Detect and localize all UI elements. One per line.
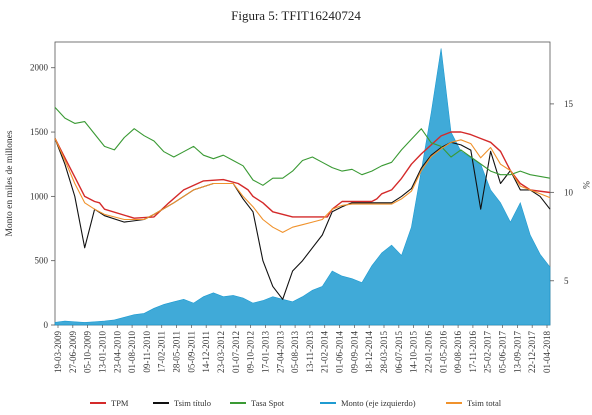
x-tick-label: 17-11-2016: [468, 331, 478, 373]
x-tick-label: 25-02-2017: [483, 331, 493, 373]
x-tick-label: 09-10-2012: [246, 331, 256, 373]
x-tick-label: 22-12-2017: [527, 331, 537, 373]
right-tick-label: 15: [564, 99, 574, 109]
x-tick-label: 23-03-2012: [216, 331, 226, 373]
x-tick-label: 13-01-2010: [97, 331, 107, 373]
x-tick-label: 06-07-2015: [394, 331, 404, 373]
figure-title: Figura 5: TFIT16240724: [231, 8, 361, 23]
y-axis-left-title: Monto en miles de millones: [5, 130, 15, 236]
x-tick-label: 09-11-2010: [142, 331, 152, 373]
x-tick-label: 05-09-2011: [186, 331, 196, 373]
legend-label: TPM: [111, 398, 129, 408]
x-tick-label: 23-04-2010: [112, 331, 122, 373]
x-tick-label: 28-03-2015: [379, 331, 389, 373]
left-tick-label: 1500: [30, 127, 49, 137]
legend-label: Tsim título: [174, 398, 211, 408]
series-line-tasa-spot: [54, 107, 551, 186]
x-tick-label: 14-10-2015: [409, 331, 419, 373]
right-tick-label: 10: [564, 187, 574, 197]
x-tick-label: 17-02-2011: [157, 331, 167, 373]
x-tick-label: 18-12-2014: [364, 331, 374, 373]
x-tick-label: 13-09-2017: [512, 331, 522, 373]
x-tick-label: 09-08-2016: [453, 331, 463, 373]
x-tick-label: 01-08-2010: [127, 331, 137, 373]
x-tick-label: 05-10-2009: [83, 331, 93, 373]
x-tick-label: 01-05-2016: [438, 331, 448, 373]
x-tick-label: 13-11-2013: [305, 331, 315, 373]
x-tick-label: 19-03-2009: [53, 331, 63, 373]
x-tick-label: 21-02-2014: [320, 331, 330, 373]
left-tick-label: 1000: [30, 191, 49, 201]
x-tick-label: 14-12-2011: [201, 331, 211, 373]
x-tick-label: 05-08-2013: [290, 331, 300, 373]
x-tick-label: 09-09-2014: [349, 331, 359, 373]
legend-label: Monto (eje izquierdo): [341, 398, 416, 408]
x-tick-label: 01-07-2012: [231, 331, 241, 373]
x-tick-label: 01-06-2014: [335, 331, 345, 373]
left-tick-label: 0: [44, 320, 49, 330]
legend-label: Tasa Spot: [251, 398, 285, 408]
y-axis-right-title: %: [580, 181, 590, 189]
series-line-tsim-total: [54, 138, 551, 233]
x-tick-label: 27-04-2013: [275, 331, 285, 373]
legend-label: Tsim total: [467, 398, 502, 408]
x-tick-label: 17-01-2013: [260, 331, 270, 373]
x-tick-label: 28-05-2011: [172, 331, 182, 373]
x-tick-label: 27-06-2009: [68, 331, 78, 373]
x-tick-label: 05-06-2017: [498, 331, 508, 373]
left-tick-label: 2000: [30, 63, 49, 73]
series-area-monto: [54, 48, 551, 326]
x-tick-label: 01-04-2018: [542, 331, 552, 373]
legend: TPM Tsim título Tasa Spot Monto (eje izquie…: [90, 398, 502, 408]
axes-layer: 0 500 1000 1500 2000 5 10 15 Monto en miles de m…: [5, 63, 590, 373]
series-layer: [54, 48, 551, 326]
right-tick-label: 5: [564, 276, 569, 286]
left-tick-label: 500: [35, 256, 49, 266]
x-tick-label: 22-01-2016: [423, 331, 433, 373]
